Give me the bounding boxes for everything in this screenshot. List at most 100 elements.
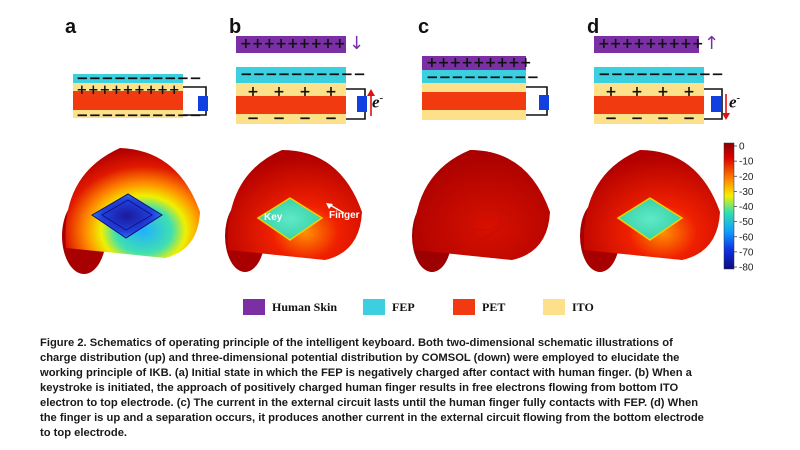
panel-label-d: d: [587, 16, 600, 38]
plus-charge: +: [87, 83, 99, 98]
minus-charge: −: [660, 65, 674, 83]
colorbar-tick-label: -40: [739, 202, 754, 213]
minus-charge: −: [604, 109, 618, 127]
minus-charge: −: [630, 109, 644, 127]
colorbar-tick-label: -70: [739, 247, 754, 258]
electron-label-b: e-: [372, 92, 384, 112]
minus-charge: −: [501, 68, 515, 86]
negative-charge-row: − − − − − − − − − −: [598, 65, 724, 83]
minus-charge: −: [328, 65, 341, 83]
electrode-stack-a: [73, 74, 183, 118]
minus-charge: −: [164, 106, 177, 124]
plus-charge: +: [273, 84, 285, 100]
caption-line: charge distribution (up) and three-dimen…: [40, 352, 680, 364]
plus-charge: +: [631, 84, 643, 100]
minus-charge: −: [126, 106, 139, 124]
plus-charge: +: [263, 36, 276, 52]
plus-charge: +: [247, 84, 259, 100]
plus-charge: +: [461, 55, 473, 71]
plus-charge: +: [621, 36, 634, 52]
minus-charge: −: [476, 68, 489, 86]
plus-charge: +: [519, 55, 532, 71]
legend-item-pet: PET: [453, 299, 505, 315]
electron-label-d: e-: [729, 92, 741, 112]
minus-charge: −: [673, 65, 687, 83]
finger-up-arrow: ↑: [704, 33, 720, 54]
minus-charge: −: [151, 69, 165, 87]
finger-pointer-arrow: [329, 204, 345, 214]
minus-charge: −: [514, 68, 527, 86]
plus-charge: +: [275, 36, 287, 52]
positive-charge-row: + + + +: [598, 84, 702, 100]
colorbar: 0 -10 -20 -30 -40 -50 -60 -70 -80: [723, 142, 754, 274]
plus-charge: +: [496, 55, 509, 71]
plus-charge: +: [437, 55, 450, 71]
panel-label-c: c: [418, 16, 430, 38]
minus-charge: −: [324, 109, 338, 127]
plus-charge: +: [286, 36, 299, 52]
colorbar-tick-label: -80: [739, 263, 754, 274]
minus-charge: −: [711, 65, 724, 83]
colorbar-tick-label: -50: [739, 217, 754, 228]
positive-charge-row: + + + + + + + + +: [76, 83, 180, 99]
plus-charge: +: [656, 36, 669, 52]
minus-charge: −: [353, 65, 366, 83]
plus-charge: +: [325, 84, 337, 100]
plus-charge: +: [657, 84, 669, 100]
finger-annotation: Finger: [329, 210, 360, 221]
plus-charge: +: [680, 36, 692, 52]
circuit-d: [704, 88, 730, 120]
panel-label-b: b: [229, 16, 242, 38]
finger-down-arrow: ↓: [349, 33, 365, 54]
plus-charge: +: [609, 36, 622, 52]
human-skin-block-d: [594, 36, 699, 53]
panel-label-a: a: [65, 16, 77, 38]
panel-a: [62, 74, 208, 274]
minus-charge: −: [526, 68, 540, 86]
legend-label: FEP: [392, 299, 415, 314]
plus-charge: +: [333, 36, 346, 52]
minus-charge: −: [451, 68, 464, 86]
dome-a: [62, 148, 200, 274]
plus-charge: +: [449, 55, 462, 71]
minus-charge: −: [598, 65, 611, 83]
minus-charge: −: [88, 69, 102, 87]
minus-charge: −: [265, 65, 278, 83]
minus-charge: −: [610, 65, 624, 83]
panel-c: [412, 56, 550, 272]
minus-charge: −: [176, 106, 190, 124]
minus-charge: −: [252, 65, 266, 83]
minus-charge: −: [126, 69, 139, 87]
plus-charge: +: [251, 36, 264, 52]
plus-charge: +: [322, 36, 334, 52]
minus-charge: −: [290, 65, 303, 83]
minus-charge: −: [438, 68, 452, 86]
minus-charge: −: [151, 106, 165, 124]
positive-charge-row: + + + + + + + + +: [426, 55, 532, 71]
caption-line: to top electrode.: [40, 427, 128, 439]
legend-item-human-skin: Human Skin: [243, 299, 337, 315]
caption-line: the finger is up and a separation occurs…: [40, 412, 704, 424]
legend-label: Human Skin: [272, 299, 338, 314]
plus-charge: +: [598, 36, 610, 52]
minus-charge: −: [298, 109, 312, 127]
colorbar-tick-label: -10: [739, 157, 754, 168]
legend-swatch: [453, 299, 475, 315]
plus-charge: +: [644, 36, 657, 52]
minus-charge: −: [648, 65, 661, 83]
panel-d: [580, 36, 730, 272]
negative-charge-row: − − − − − − − − − −: [76, 69, 202, 87]
minus-charge: −: [76, 106, 89, 124]
legend-swatch: [243, 299, 265, 315]
minus-charge: −: [76, 69, 89, 87]
negative-charge-row: − − − −: [240, 110, 344, 126]
dome-b: [225, 150, 362, 272]
plus-charge: +: [168, 83, 180, 98]
circuit-c: [526, 86, 549, 116]
legend-label: PET: [482, 299, 506, 314]
plus-charge: +: [484, 55, 497, 71]
positive-charge-row: + + + +: [240, 84, 344, 100]
colorbar-tick-label: 0: [739, 142, 745, 153]
legend-swatch: [363, 299, 385, 315]
minus-charge: −: [686, 65, 699, 83]
